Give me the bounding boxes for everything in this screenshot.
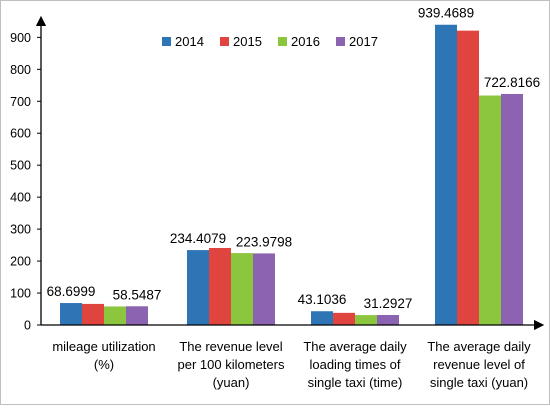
y-tick-label: 200 bbox=[10, 255, 31, 269]
legend-label: 2016 bbox=[291, 34, 320, 49]
legend-label: 2017 bbox=[349, 34, 378, 49]
y-tick-label: 600 bbox=[10, 127, 31, 141]
bar-2016-cat3 bbox=[479, 95, 501, 326]
bar-2017-cat0 bbox=[126, 306, 148, 325]
bar-2014-cat1 bbox=[187, 250, 209, 325]
data-labels-group: 68.6999 58.5487 234.4079 223.9798 43.1036 31.… bbox=[47, 6, 541, 311]
data-label: 31.2927 bbox=[364, 296, 413, 311]
bar-2014-cat0 bbox=[60, 303, 82, 325]
x-axis-categories: mileage utilization (%) The revenue level p… bbox=[52, 339, 531, 390]
y-tick-label: 500 bbox=[10, 159, 31, 173]
y-tick-label: 700 bbox=[10, 95, 31, 109]
bar-2015-cat1 bbox=[209, 247, 231, 325]
bar-2014-cat3 bbox=[435, 24, 457, 326]
bars-group bbox=[60, 24, 523, 326]
x-category-label: (%) bbox=[94, 357, 114, 372]
y-axis-ticks: 0 100 200 300 400 500 600 700 800 900 bbox=[10, 31, 41, 333]
x-category-label: The average daily bbox=[427, 339, 531, 354]
data-label: 58.5487 bbox=[113, 287, 162, 302]
bar-2015-cat2 bbox=[333, 312, 355, 325]
data-label: 234.4079 bbox=[170, 231, 226, 246]
legend-swatch-2014 bbox=[162, 37, 171, 46]
bar-2017-cat1 bbox=[253, 253, 275, 325]
data-label: 939.4689 bbox=[418, 6, 474, 21]
legend-swatch-2015 bbox=[220, 37, 229, 46]
bar-2017-cat2 bbox=[377, 314, 399, 325]
data-label: 68.6999 bbox=[47, 284, 96, 299]
y-tick-label: 300 bbox=[10, 223, 31, 237]
bar-2016-cat0 bbox=[104, 306, 126, 325]
x-category-label: The average daily bbox=[303, 339, 407, 354]
data-label: 223.9798 bbox=[236, 234, 292, 249]
bar-2016-cat2 bbox=[355, 315, 377, 325]
x-category-label: mileage utilization bbox=[52, 339, 155, 354]
legend-label: 2014 bbox=[175, 34, 204, 49]
legend-label: 2015 bbox=[233, 34, 262, 49]
y-tick-label: 0 bbox=[24, 319, 31, 333]
data-label: 43.1036 bbox=[298, 292, 347, 307]
y-tick-label: 100 bbox=[10, 287, 31, 301]
x-category-label: single taxi (time) bbox=[308, 375, 403, 390]
x-category-label: per 100 kilometers bbox=[178, 357, 285, 372]
y-tick-label: 900 bbox=[10, 31, 31, 45]
legend-swatch-2017 bbox=[336, 37, 345, 46]
x-category-label: The revenue level bbox=[179, 339, 282, 354]
x-category-label: single taxi (yuan) bbox=[430, 375, 528, 390]
x-category-label: loading times of bbox=[309, 357, 400, 372]
bar-2015-cat3 bbox=[457, 30, 479, 325]
bar-2014-cat2 bbox=[311, 311, 333, 325]
y-tick-label: 400 bbox=[10, 191, 31, 205]
legend: 2014 2015 2016 2017 bbox=[162, 34, 378, 49]
bar-2017-cat3 bbox=[501, 93, 523, 325]
data-label: 722.8166 bbox=[484, 75, 540, 90]
x-category-label: (yuan) bbox=[213, 375, 250, 390]
y-tick-label: 800 bbox=[10, 63, 31, 77]
bar-2015-cat0 bbox=[82, 303, 104, 325]
x-category-label: revenue level of bbox=[433, 357, 525, 372]
bar-2016-cat1 bbox=[231, 253, 253, 325]
legend-swatch-2016 bbox=[278, 37, 287, 46]
